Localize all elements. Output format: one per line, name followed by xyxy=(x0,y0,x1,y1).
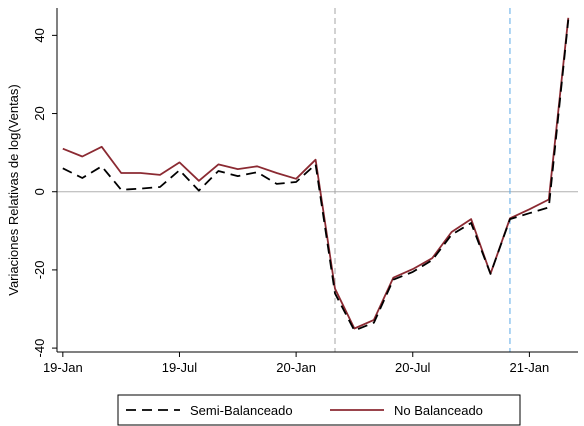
y-tick-label: -40 xyxy=(32,339,47,358)
y-tick-label: 40 xyxy=(32,28,47,42)
y-tick-label: 0 xyxy=(32,188,47,195)
legend-box xyxy=(117,394,521,426)
x-tick-label: 19-Jan xyxy=(43,360,83,375)
axes: -40 -20 0 20 40 19-Jan 19-Jul 20-Jan 20-Jul 21-Ja… xyxy=(32,8,578,375)
x-tick-label: 20-Jul xyxy=(395,360,431,375)
x-tick-label: 21-Jan xyxy=(510,360,550,375)
series-line-no-balanceado xyxy=(62,17,570,330)
x-tick-label: 20-Jan xyxy=(276,360,316,375)
series-line-semi-balanceado xyxy=(62,19,570,332)
y-tick-label: -20 xyxy=(32,261,47,280)
legend-item-semi-balanceado-label: Semi-Balanceado xyxy=(190,403,293,418)
y-axis-title: Variaciones Relativas de log(Ventas) xyxy=(6,84,21,296)
legend-item-no-balanceado-label: No Balanceado xyxy=(394,403,483,418)
y-tick-label: 20 xyxy=(32,106,47,120)
legend: Semi-Balanceado No Balanceado xyxy=(117,394,521,426)
x-tick-label: 19-Jul xyxy=(162,360,198,375)
plot-area xyxy=(57,8,578,352)
